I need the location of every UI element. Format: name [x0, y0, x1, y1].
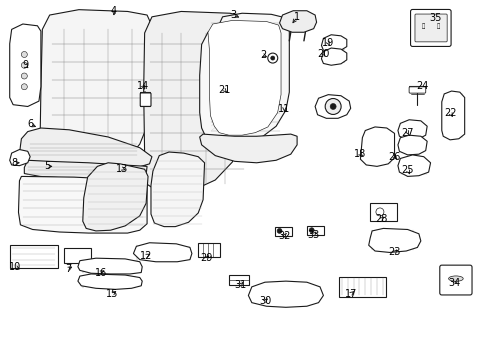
Text: 🪑: 🪑 [436, 23, 439, 28]
Text: 🪑: 🪑 [421, 23, 425, 28]
Polygon shape [82, 163, 148, 231]
Polygon shape [321, 48, 346, 65]
Text: 19: 19 [322, 38, 334, 48]
Polygon shape [368, 228, 420, 252]
Text: 6: 6 [27, 120, 33, 129]
Circle shape [267, 53, 277, 63]
FancyBboxPatch shape [410, 9, 450, 46]
Polygon shape [10, 149, 30, 166]
Text: 31: 31 [234, 280, 246, 290]
Polygon shape [78, 274, 142, 289]
Text: 23: 23 [387, 247, 400, 257]
Text: 18: 18 [354, 149, 366, 159]
Text: 24: 24 [415, 81, 427, 91]
Text: 35: 35 [428, 13, 441, 23]
Polygon shape [199, 134, 297, 163]
Polygon shape [248, 281, 323, 307]
Circle shape [308, 228, 314, 233]
Text: 9: 9 [22, 59, 28, 69]
Text: 3: 3 [230, 10, 236, 20]
Polygon shape [321, 35, 346, 51]
Text: 17: 17 [344, 289, 356, 299]
FancyBboxPatch shape [439, 265, 471, 295]
Circle shape [21, 62, 27, 68]
Text: 22: 22 [443, 108, 455, 118]
Text: 12: 12 [140, 251, 152, 261]
Text: 30: 30 [258, 296, 270, 306]
Polygon shape [40, 10, 152, 189]
Text: 33: 33 [307, 230, 319, 239]
Text: 10: 10 [8, 262, 20, 272]
Text: 2: 2 [259, 50, 265, 60]
Text: 13: 13 [115, 163, 127, 174]
Bar [10, 244, 58, 268]
Text: 15: 15 [105, 289, 118, 299]
Circle shape [375, 208, 383, 216]
Polygon shape [441, 91, 464, 140]
Text: 26: 26 [387, 152, 400, 162]
Polygon shape [199, 13, 289, 144]
Bar [198, 243, 220, 257]
Polygon shape [20, 128, 152, 167]
Text: 28: 28 [375, 214, 387, 224]
Text: 8: 8 [12, 158, 18, 168]
Polygon shape [397, 155, 430, 176]
Text: 20: 20 [317, 49, 329, 59]
Text: 1: 1 [293, 12, 300, 22]
Polygon shape [360, 127, 394, 166]
Text: 11: 11 [278, 104, 290, 114]
Text: 16: 16 [95, 267, 107, 278]
Polygon shape [24, 160, 147, 179]
Circle shape [21, 51, 27, 58]
Text: 21: 21 [218, 85, 230, 95]
Text: 27: 27 [401, 128, 413, 138]
Bar [228, 275, 249, 285]
Polygon shape [151, 152, 204, 226]
Text: 32: 32 [278, 231, 290, 240]
Bar [274, 226, 291, 235]
Bar [306, 226, 323, 234]
Polygon shape [78, 258, 142, 274]
Circle shape [21, 84, 27, 90]
Ellipse shape [447, 276, 462, 281]
Polygon shape [397, 120, 427, 140]
Circle shape [277, 229, 282, 233]
Text: 7: 7 [65, 264, 71, 274]
Bar [339, 277, 385, 297]
Bar [369, 203, 396, 221]
Text: 34: 34 [448, 278, 460, 288]
Text: 5: 5 [44, 161, 51, 171]
FancyBboxPatch shape [414, 14, 446, 42]
Polygon shape [133, 243, 191, 262]
FancyBboxPatch shape [408, 87, 425, 93]
Polygon shape [207, 21, 281, 135]
Circle shape [329, 103, 335, 109]
Circle shape [21, 73, 27, 79]
Text: 25: 25 [401, 165, 413, 175]
Circle shape [270, 56, 274, 60]
Text: 29: 29 [200, 253, 212, 263]
Bar [64, 248, 91, 263]
Polygon shape [143, 12, 248, 193]
FancyBboxPatch shape [140, 93, 151, 107]
Circle shape [325, 99, 341, 114]
Polygon shape [19, 176, 147, 233]
Text: 4: 4 [111, 6, 117, 17]
Polygon shape [397, 135, 427, 155]
Polygon shape [314, 95, 350, 118]
Text: 14: 14 [137, 81, 149, 91]
Polygon shape [279, 11, 316, 32]
Polygon shape [10, 24, 41, 107]
